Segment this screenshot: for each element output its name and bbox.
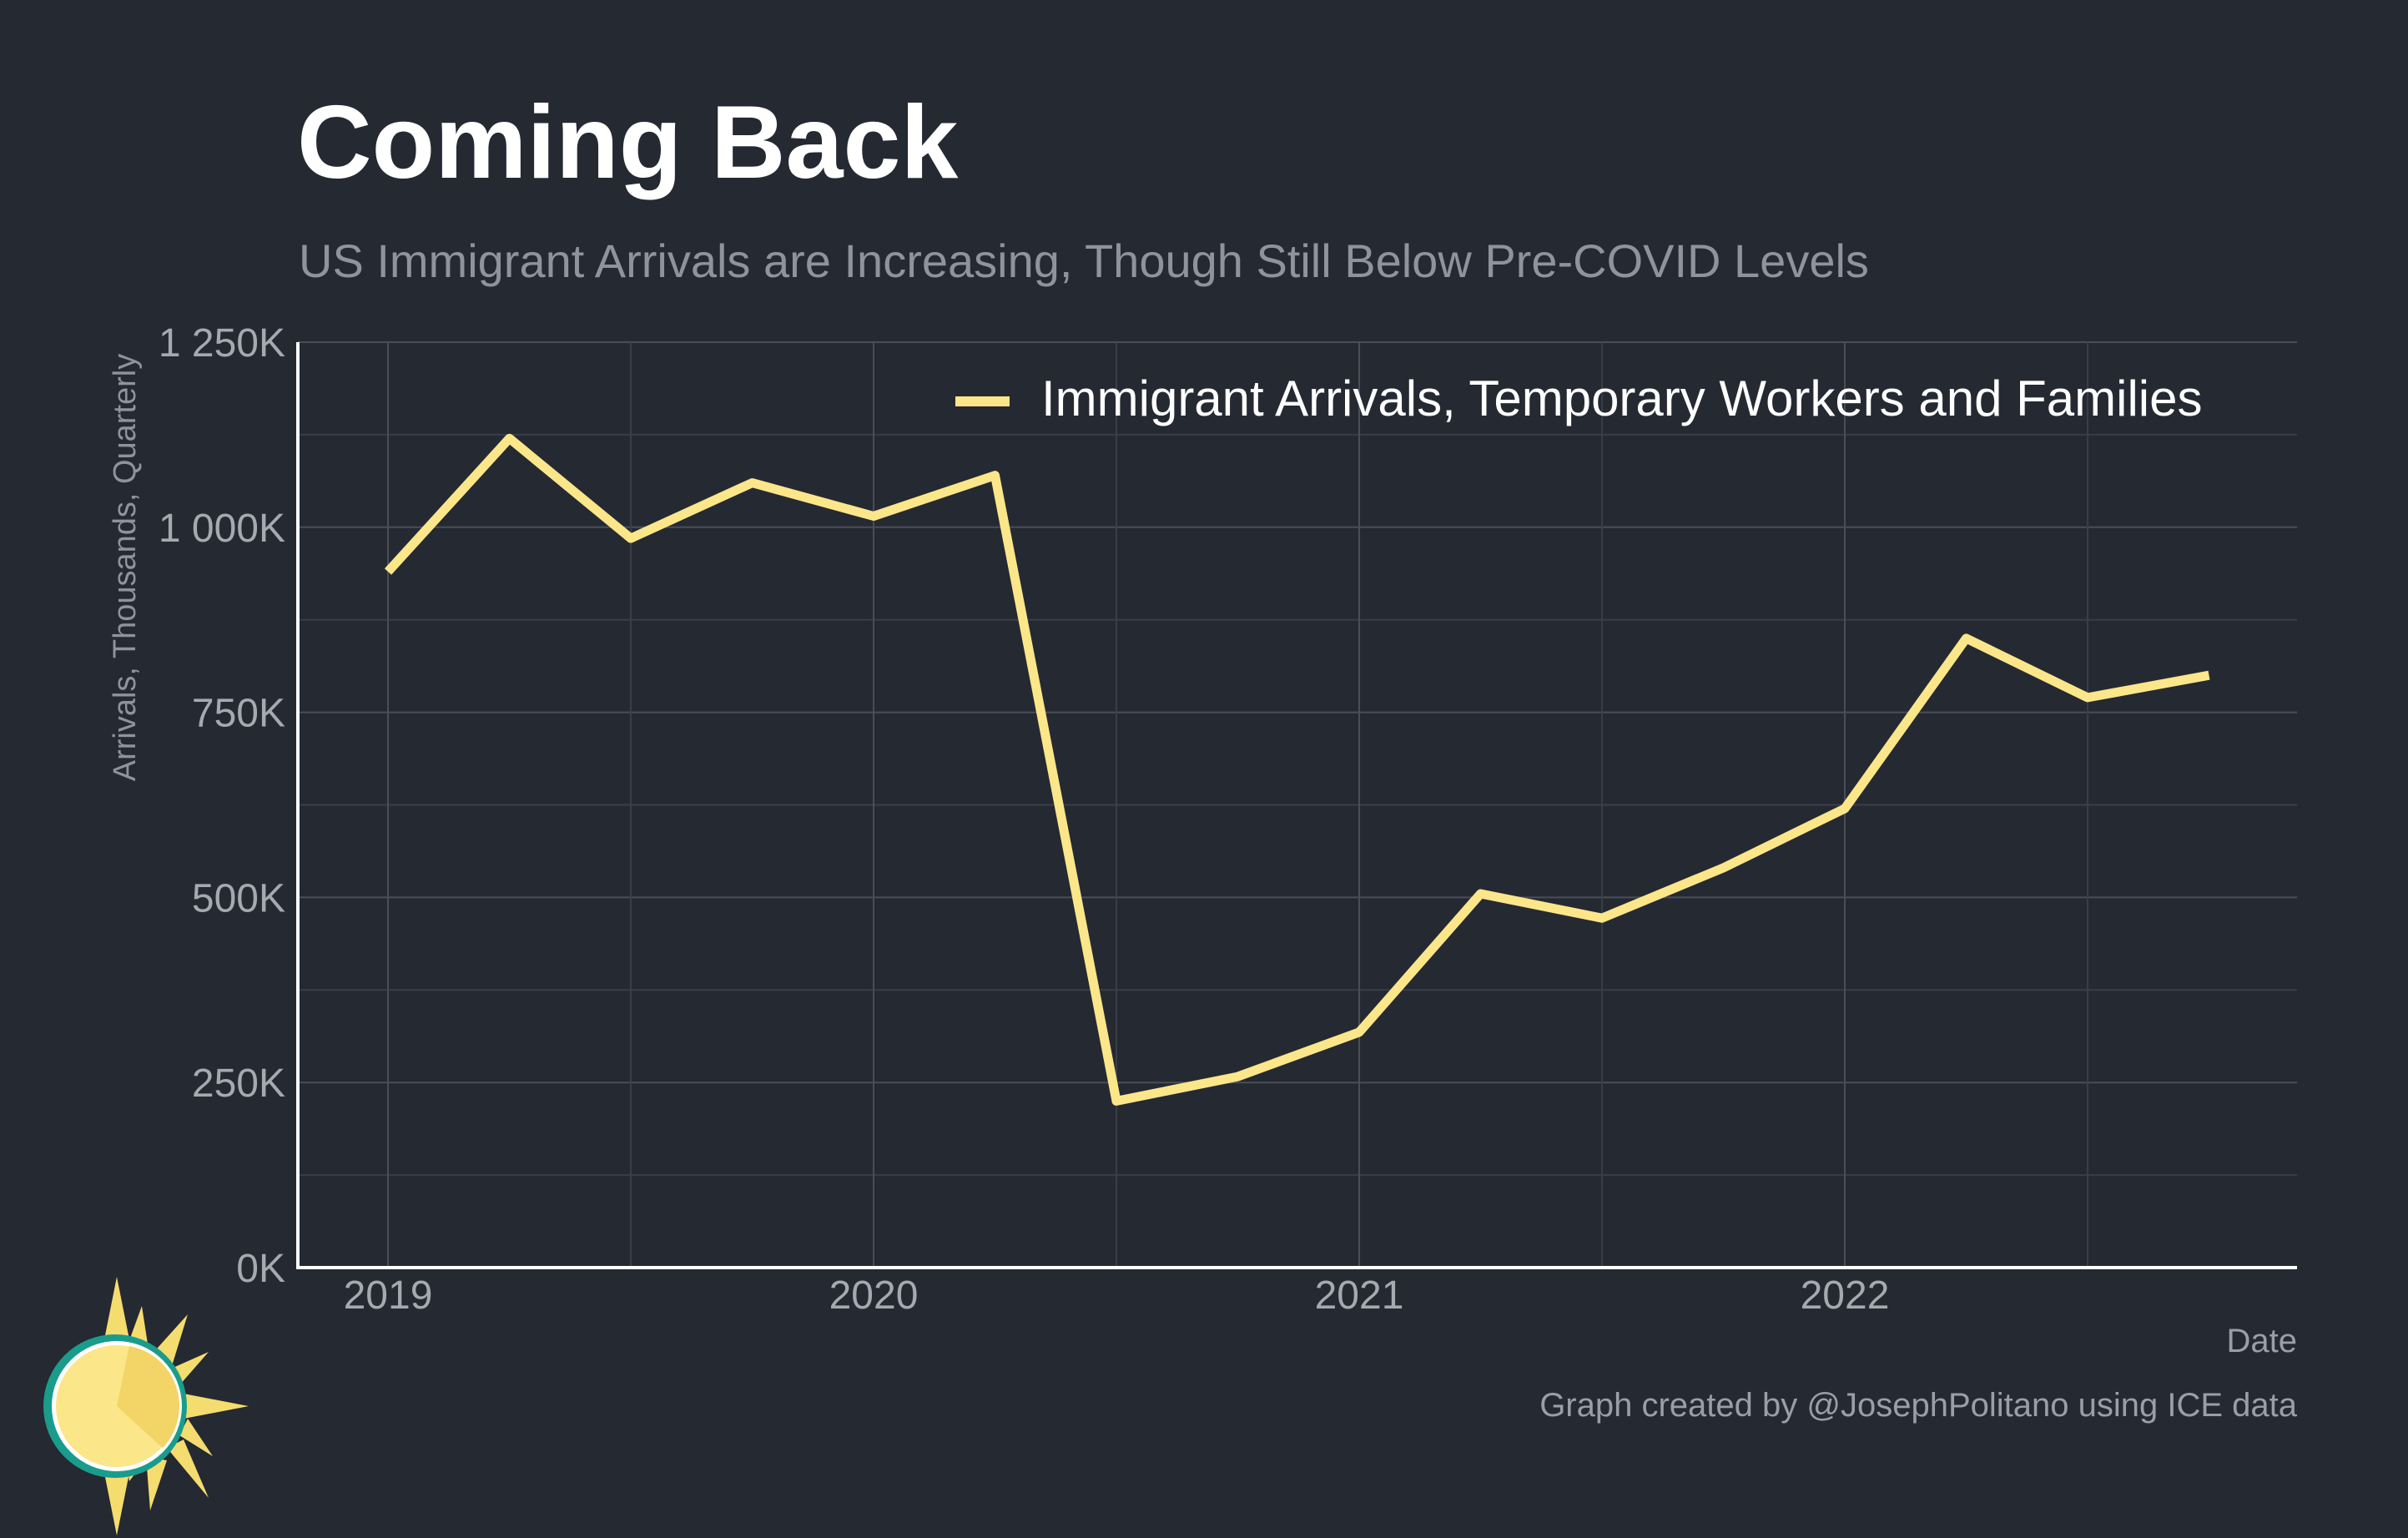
y-tick-label: 250K — [192, 1061, 285, 1106]
chart-title: Coming Back — [297, 85, 959, 200]
grid-lines — [298, 341, 2297, 1268]
sun-logo-icon — [43, 1277, 249, 1535]
x-tick-label: 2021 — [1315, 1273, 1404, 1318]
y-axis-label: Arrivals, Thousands, Quarterly — [108, 354, 143, 782]
y-tick-label: 750K — [192, 692, 285, 736]
x-axis-label: Date — [2227, 1323, 2298, 1359]
source-caption: Graph created by @JosephPolitano using I… — [1539, 1387, 2297, 1424]
y-tick-label: 0K — [236, 1247, 285, 1291]
y-tick-label: 1 250K — [159, 321, 285, 366]
x-tick-labels: 2019 2020 2021 2022 — [344, 1273, 1890, 1318]
x-tick-label: 2019 — [344, 1273, 433, 1318]
x-tick-label: 2020 — [829, 1273, 919, 1318]
series-group — [384, 433, 2210, 1106]
chart-subtitle: US Immigrant Arrivals are Increasing, Th… — [299, 234, 1869, 287]
x-tick-label: 2022 — [1801, 1273, 1890, 1318]
y-tick-labels: 0K 250K 500K 750K 1 000K 1 250K — [159, 321, 285, 1291]
y-tick-label: 1 000K — [159, 507, 285, 551]
series-line — [384, 433, 2210, 1106]
legend-label: Immigrant Arrivals, Temporary Workers an… — [1041, 371, 2202, 426]
legend: Immigrant Arrivals, Temporary Workers an… — [955, 371, 2202, 426]
y-tick-label: 500K — [192, 876, 285, 920]
axes — [296, 342, 2297, 1269]
